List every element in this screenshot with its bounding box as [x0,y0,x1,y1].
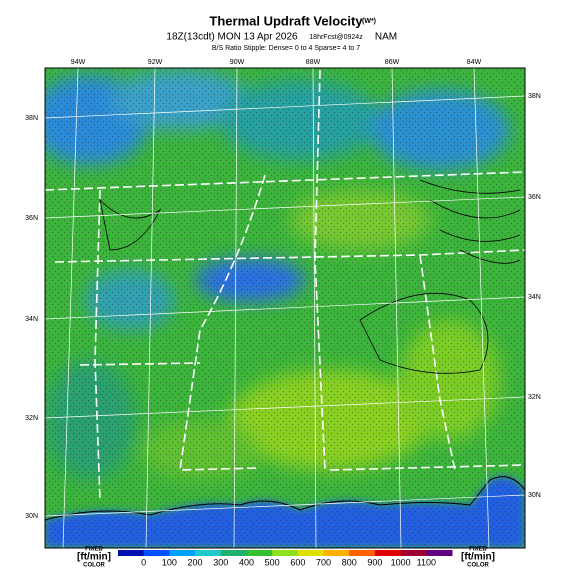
meridian [473,67,490,549]
title: Thermal Updraft Velocity [209,13,363,28]
colorbar-swatch [195,550,222,556]
colorbar-swatch [374,550,402,556]
lon-label: 94W [71,59,86,66]
colorbar-tick: 100 [162,557,177,567]
lat-label-left: 34N [25,316,38,323]
meridian [233,67,238,549]
lat-label-left: 32N [25,415,38,422]
meridian [312,67,317,549]
colorbar-swatch [349,550,376,556]
colorbar-unit-right: FIXED [469,547,487,553]
colorbar-tick: 700 [316,557,331,567]
colorbar-tick: 500 [265,557,280,567]
colorbar-unit-right: [ft/min] [461,552,495,563]
lon-label: 84W [467,59,482,66]
parallel [44,95,526,119]
lat-label-right: 38N [528,93,541,100]
lon-label: 90W [230,59,245,66]
colorbar-swatch [246,550,273,556]
lat-label-left: 38N [25,115,38,122]
lon-label: 86W [385,59,400,66]
lat-label-right: 36N [528,194,541,201]
colorbar-unit-left: COLOR [83,563,105,569]
model: NAM [375,32,397,43]
colorbar-tick: 1000 [391,557,411,567]
colorbar-swatch [426,550,453,556]
colorbar-unit-right: COLOR [467,563,489,569]
lat-label-right: 30N [528,492,541,499]
parallel [44,296,526,320]
colorbar-unit-left: FIXED [85,547,103,553]
colorbar-tick: 200 [188,557,203,567]
colorbar-swatch [220,550,247,556]
lat-label-left: 30N [25,513,38,520]
colorbar-tick: 600 [290,557,305,567]
meridian [391,67,402,549]
colorbar-swatch [400,550,427,556]
colorbar-tick: 400 [239,557,254,567]
colorbar-tick: 1100 [417,557,436,567]
meridian [145,67,156,549]
lon-label: 88W [306,59,321,66]
stipple-note: B/S Ratio Stipple: Dense= 0 to 4 Sparse=… [212,45,360,52]
lat-label-right: 32N [528,394,541,401]
graticule [44,67,526,549]
lon-label: 92W [148,59,163,66]
colorbar-tick: 0 [141,557,146,567]
lat-label-left: 36N [25,215,38,222]
colorbar-swatch [272,550,299,556]
colorbar-unit-left: [ft/min] [77,552,111,563]
map-frame [44,67,526,549]
colorbar-swatch [323,550,350,556]
colorbar-swatch [297,550,325,556]
parallel [44,396,526,419]
colorbar-swatch [143,550,170,556]
colorbar-tick: 300 [213,557,228,567]
parallel [44,196,526,219]
colorbar: 0 100 200 300 400 500 600 700 800 900 1000 1100 FIXE… [77,547,495,569]
title-unit: (W*) [362,18,376,25]
colorbar-swatch [169,550,196,556]
run-time: 18Z(13cdt) MON 13 Apr 2026 [166,32,298,43]
colorbar-tick: 900 [367,557,382,567]
parallel [44,494,526,517]
lat-label-right: 34N [528,294,541,301]
forecast: 18hrFcst@0924z [309,34,363,41]
colorbar-swatch [118,550,145,556]
colorbar-tick: 800 [342,557,357,567]
meridian [62,67,79,549]
